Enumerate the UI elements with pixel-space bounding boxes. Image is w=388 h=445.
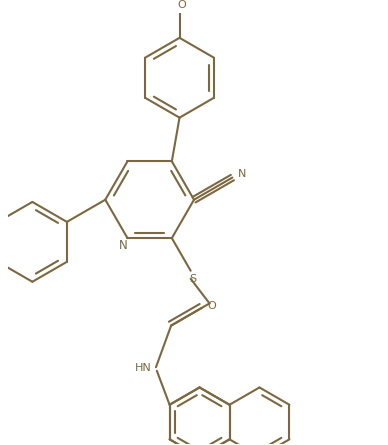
Text: O: O [207,301,216,311]
Text: N: N [119,239,128,251]
Text: O: O [177,0,186,10]
Text: N: N [238,169,246,179]
Text: HN: HN [135,363,152,373]
Text: S: S [189,274,196,284]
